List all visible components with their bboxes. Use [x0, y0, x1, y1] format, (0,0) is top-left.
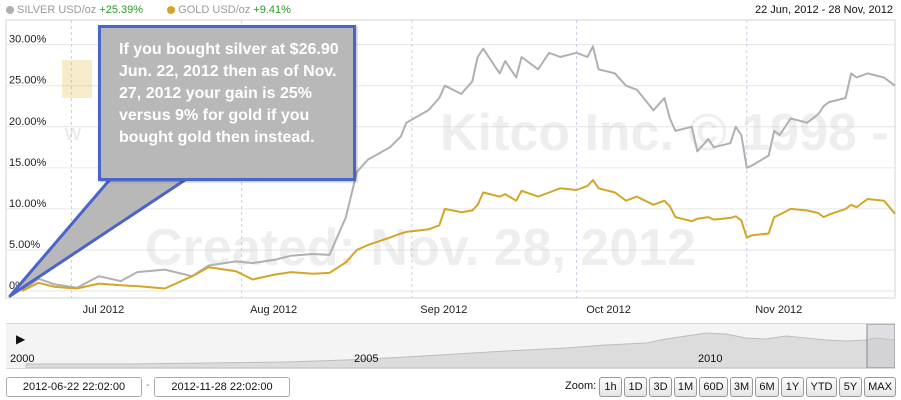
play-icon[interactable]: ▶ [16, 332, 26, 346]
gold-change-value: +9.41% [253, 4, 291, 17]
y-tick-label: 15.00% [9, 157, 47, 169]
logo-mark [62, 60, 92, 98]
navigator-sparkline [25, 324, 895, 368]
date-range-label: 22 Jun, 2012 - 28 Nov, 2012 [754, 4, 893, 16]
zoom-3m-button[interactable]: 3M [730, 377, 753, 397]
navigator-selection[interactable] [866, 324, 895, 368]
x-tick-label: Nov 2012 [755, 304, 802, 316]
silver-legend-label[interactable]: SILVER USD/oz [17, 4, 97, 17]
gold-legend-label[interactable]: GOLD USD/oz [178, 4, 251, 17]
gold-series-line[interactable] [21, 179, 896, 292]
navigator-area [25, 332, 895, 368]
zoom-5y-button[interactable]: 5Y [839, 377, 862, 397]
watermark-line1: Kitco Inc. © 1998 - 2012 [440, 104, 901, 162]
x-tick-label: Sep 2012 [420, 304, 467, 316]
navigator[interactable]: ▶ 2000 2005 2010 [6, 323, 895, 369]
zoom-1h-button[interactable]: 1h [599, 377, 622, 397]
navigator-year-2000: 2000 [10, 353, 35, 365]
start-date-input[interactable]: 2012-06-22 22:02:00 [6, 377, 142, 397]
zoom-1d-button[interactable]: 1D [624, 377, 647, 397]
silver-change-value: +25.39% [99, 4, 144, 17]
y-tick-label: 5.00% [9, 239, 40, 251]
navigator-year-2005: 2005 [354, 353, 379, 365]
silver-legend-dot[interactable] [6, 6, 14, 15]
annotation-text: If you bought silver at $26.90 Jun. 22, … [119, 41, 339, 146]
watermark-line2: Created: Nov. 28, 2012 [145, 219, 696, 277]
legend: SILVER USD/oz +25.39% GOLD USD/oz +9.41% [6, 4, 291, 16]
silver-series-line[interactable] [21, 45, 896, 292]
watermark-logo-letter: w [64, 120, 81, 145]
y-tick-label: 20.00% [9, 116, 47, 128]
navigator-year-2010: 2010 [698, 353, 723, 365]
x-tick-label: Jul 2012 [83, 304, 125, 316]
y-tick-label: 10.00% [9, 198, 47, 210]
y-tick-label: 30.00% [9, 34, 47, 46]
gold-legend-dot[interactable] [167, 6, 176, 15]
zoom-3d-button[interactable]: 3D [649, 377, 672, 397]
date-separator: - [146, 379, 150, 391]
zoom-label: Zoom: [565, 380, 597, 392]
watermark: w Kitco Inc. © 1998 - 2012 Created: Nov.… [62, 60, 901, 277]
x-tick-label: Aug 2012 [250, 304, 297, 316]
zoom-max-button[interactable]: MAX [864, 377, 896, 397]
y-tick-label: 25.00% [9, 75, 47, 87]
zoom-60d-button[interactable]: 60D [699, 377, 728, 397]
x-tick-label: Oct 2012 [586, 304, 631, 316]
zoom-ytd-button[interactable]: YTD [806, 377, 837, 397]
zoom-1m-button[interactable]: 1M [674, 377, 697, 397]
zoom-6m-button[interactable]: 6M [755, 377, 779, 397]
end-date-input[interactable]: 2012-11-28 22:02:00 [154, 377, 290, 397]
zoom-1y-button[interactable]: 1Y [781, 377, 804, 397]
annotation-callout: If you bought silver at $26.90 Jun. 22, … [98, 25, 356, 181]
